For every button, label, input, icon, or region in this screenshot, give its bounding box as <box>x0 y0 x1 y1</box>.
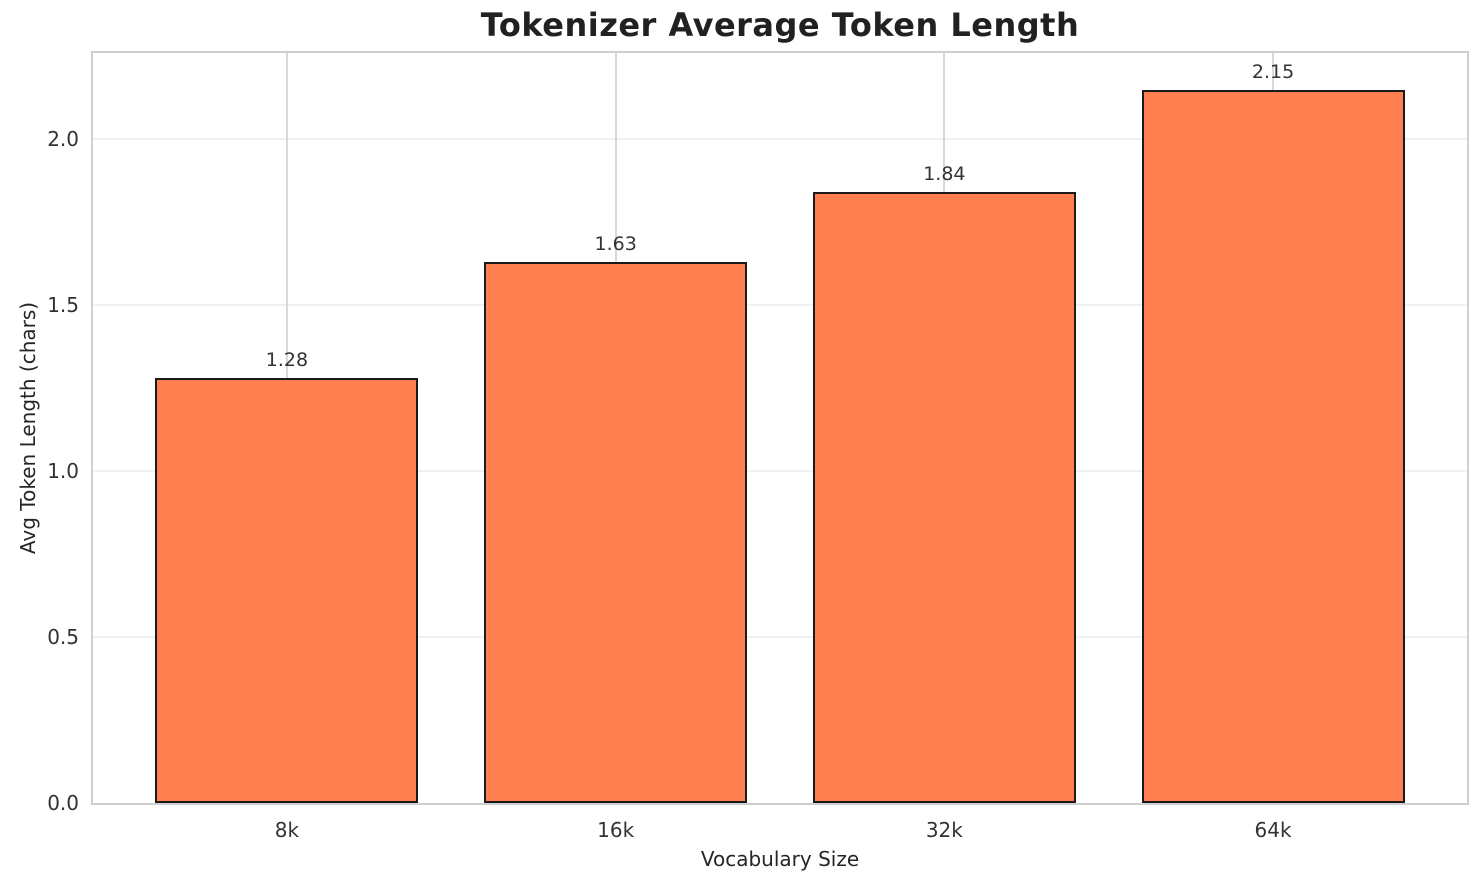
y-tick-label: 1.0 <box>47 459 79 484</box>
chart-title: Tokenizer Average Token Length <box>480 6 1080 44</box>
bar-value-label: 2.15 <box>1251 60 1295 83</box>
y-tick-label: 0.5 <box>47 625 79 650</box>
y-tick-label: 2.0 <box>47 127 79 152</box>
bar-value-label: 1.84 <box>923 163 966 186</box>
bar <box>812 192 1076 803</box>
bar-value-label: 1.63 <box>594 233 637 256</box>
x-tick-label: 8k <box>274 818 300 842</box>
bar <box>484 262 748 803</box>
x-tick-label: 32k <box>925 818 963 842</box>
gridline-horizontal <box>93 138 1467 141</box>
y-tick-label: 0.0 <box>47 791 79 815</box>
x-tick-label: 64k <box>1254 818 1292 842</box>
gridline-horizontal <box>93 304 1467 307</box>
bar-value-label: 1.28 <box>265 349 309 372</box>
x-tick-label: 16k <box>597 818 635 842</box>
y-tick-label: 1.5 <box>47 293 79 318</box>
bar <box>155 378 419 803</box>
y-axis-label: Avg Token Length (chars) <box>16 301 40 555</box>
gridline-horizontal <box>93 470 1467 473</box>
bar <box>1141 89 1405 803</box>
x-axis-label: Vocabulary Size <box>700 847 860 871</box>
gridline-horizontal <box>93 636 1467 639</box>
